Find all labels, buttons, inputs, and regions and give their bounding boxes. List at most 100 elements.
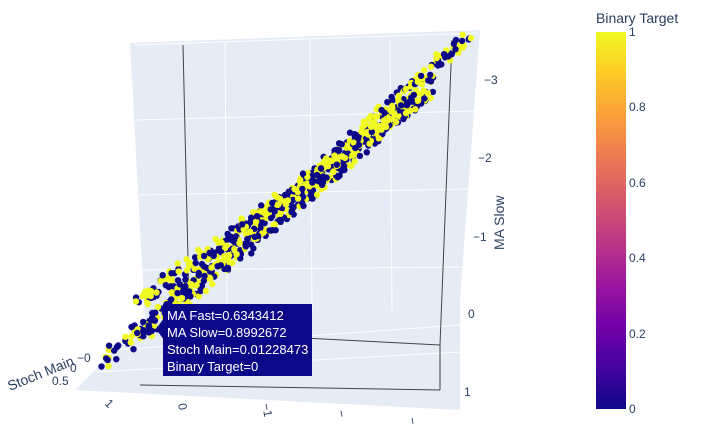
data-point-target-0 [317, 165, 325, 172]
data-point-target-1 [304, 173, 311, 181]
data-point-target-1 [168, 275, 175, 282]
data-point-target-0 [458, 37, 466, 45]
data-point-target-0 [198, 282, 206, 289]
data-point-target-1 [128, 333, 135, 340]
data-point-target-1 [333, 156, 341, 164]
data-point-target-0 [201, 272, 208, 280]
data-point-target-1 [363, 128, 371, 136]
data-point-target-1 [392, 118, 400, 126]
data-point-target-0 [228, 225, 235, 232]
x-tick-label: 0 [175, 402, 190, 411]
data-point-target-0 [288, 208, 295, 216]
tooltip-pointer [156, 318, 164, 340]
data-point-target-0 [384, 98, 391, 106]
colorbar-tick-label: 0.2 [629, 327, 646, 341]
data-point-target-1 [375, 122, 382, 130]
data-point-target-1 [202, 287, 210, 295]
data-point-target-1 [276, 195, 284, 202]
data-point-target-1 [209, 280, 216, 288]
z-tick-label: 0 [468, 307, 475, 321]
data-point-target-0 [410, 91, 418, 99]
data-point-target-0 [187, 293, 194, 300]
data-point-target-0 [417, 72, 425, 80]
colorbar-tick-label: 0.8 [629, 100, 646, 114]
data-point-target-1 [361, 122, 368, 129]
data-point-target-0 [389, 97, 396, 104]
data-point-target-0 [159, 272, 166, 279]
data-point-target-0 [313, 171, 321, 179]
data-point-target-1 [271, 221, 279, 228]
data-point-target-0 [105, 342, 113, 349]
data-point-target-0 [356, 152, 364, 160]
data-point-target-1 [233, 251, 240, 258]
data-point-target-1 [350, 139, 357, 146]
hover-tooltip: MA Fast=0.6343412 MA Slow=0.8992672 Stoc… [156, 304, 312, 376]
colorbar-tick-label: 0.4 [629, 251, 646, 265]
data-point-target-0 [148, 327, 155, 335]
x-tick-label: − [334, 409, 349, 418]
data-point-target-0 [290, 196, 297, 204]
data-point-target-1 [343, 144, 351, 152]
data-point-target-0 [191, 254, 199, 261]
y-tick-label: −0 [77, 351, 91, 365]
y-tick-label: 0 [70, 361, 77, 375]
data-point-target-0 [427, 78, 435, 85]
colorbar: Binary Target 1 0.8 0.6 0.4 0.2 0 [596, 10, 678, 416]
data-point-target-1 [208, 264, 215, 271]
data-point-target-0 [340, 166, 348, 173]
data-point-target-1 [375, 135, 382, 142]
data-point-target-1 [366, 140, 373, 147]
data-point-target-1 [402, 85, 409, 93]
data-point-target-1 [223, 242, 230, 249]
data-point-target-0 [242, 243, 250, 250]
data-point-target-1 [145, 287, 152, 294]
data-point-target-1 [424, 90, 431, 97]
data-point-target-1 [178, 295, 186, 302]
data-point-target-1 [168, 289, 176, 296]
data-point-target-0 [174, 289, 181, 297]
data-point-target-0 [363, 149, 370, 156]
data-point-target-1 [157, 277, 164, 285]
data-point-target-0 [299, 193, 307, 200]
data-point-target-0 [267, 227, 274, 234]
data-point-target-1 [175, 268, 182, 275]
data-point-target-0 [400, 115, 407, 123]
data-point-target-1 [225, 251, 232, 259]
tooltip-line: MA Slow=0.8992672 [167, 325, 287, 340]
gridline [134, 32, 479, 46]
data-point-target-0 [232, 233, 239, 241]
data-point-target-0 [335, 140, 343, 147]
data-point-target-1 [153, 289, 160, 296]
data-point-target-0 [248, 250, 255, 257]
data-point-target-0 [427, 71, 434, 79]
data-point-target-1 [367, 123, 375, 130]
data-point-target-0 [149, 309, 156, 317]
data-point-target-0 [267, 214, 275, 222]
data-point-target-1 [313, 191, 321, 198]
data-point-target-0 [206, 249, 213, 256]
data-point-target-0 [258, 202, 265, 209]
data-point-target-0 [200, 277, 207, 284]
data-point-target-1 [122, 333, 129, 340]
data-point-target-1 [207, 275, 214, 282]
data-point-target-1 [294, 195, 302, 202]
data-point-target-0 [225, 233, 232, 240]
z-axis-ticks: −3 −2 −1 0 1 [464, 73, 498, 399]
data-point-target-0 [378, 106, 385, 114]
data-point-target-1 [188, 281, 195, 288]
data-point-target-1 [127, 339, 134, 346]
data-point-target-1 [252, 218, 260, 225]
data-point-target-0 [299, 185, 306, 193]
tooltip-line: Binary Target=0 [167, 359, 258, 374]
data-point-target-0 [186, 288, 193, 295]
tooltip-line: Stoch Main=0.01228473 [167, 342, 308, 357]
data-point-target-0 [134, 329, 141, 337]
z-tick-label: −3 [484, 73, 498, 87]
data-point-target-1 [154, 303, 162, 311]
data-point-target-1 [420, 66, 428, 74]
data-point-target-1 [240, 226, 247, 233]
data-point-target-0 [318, 181, 326, 188]
data-point-target-1 [218, 239, 225, 246]
gridline [135, 110, 475, 121]
